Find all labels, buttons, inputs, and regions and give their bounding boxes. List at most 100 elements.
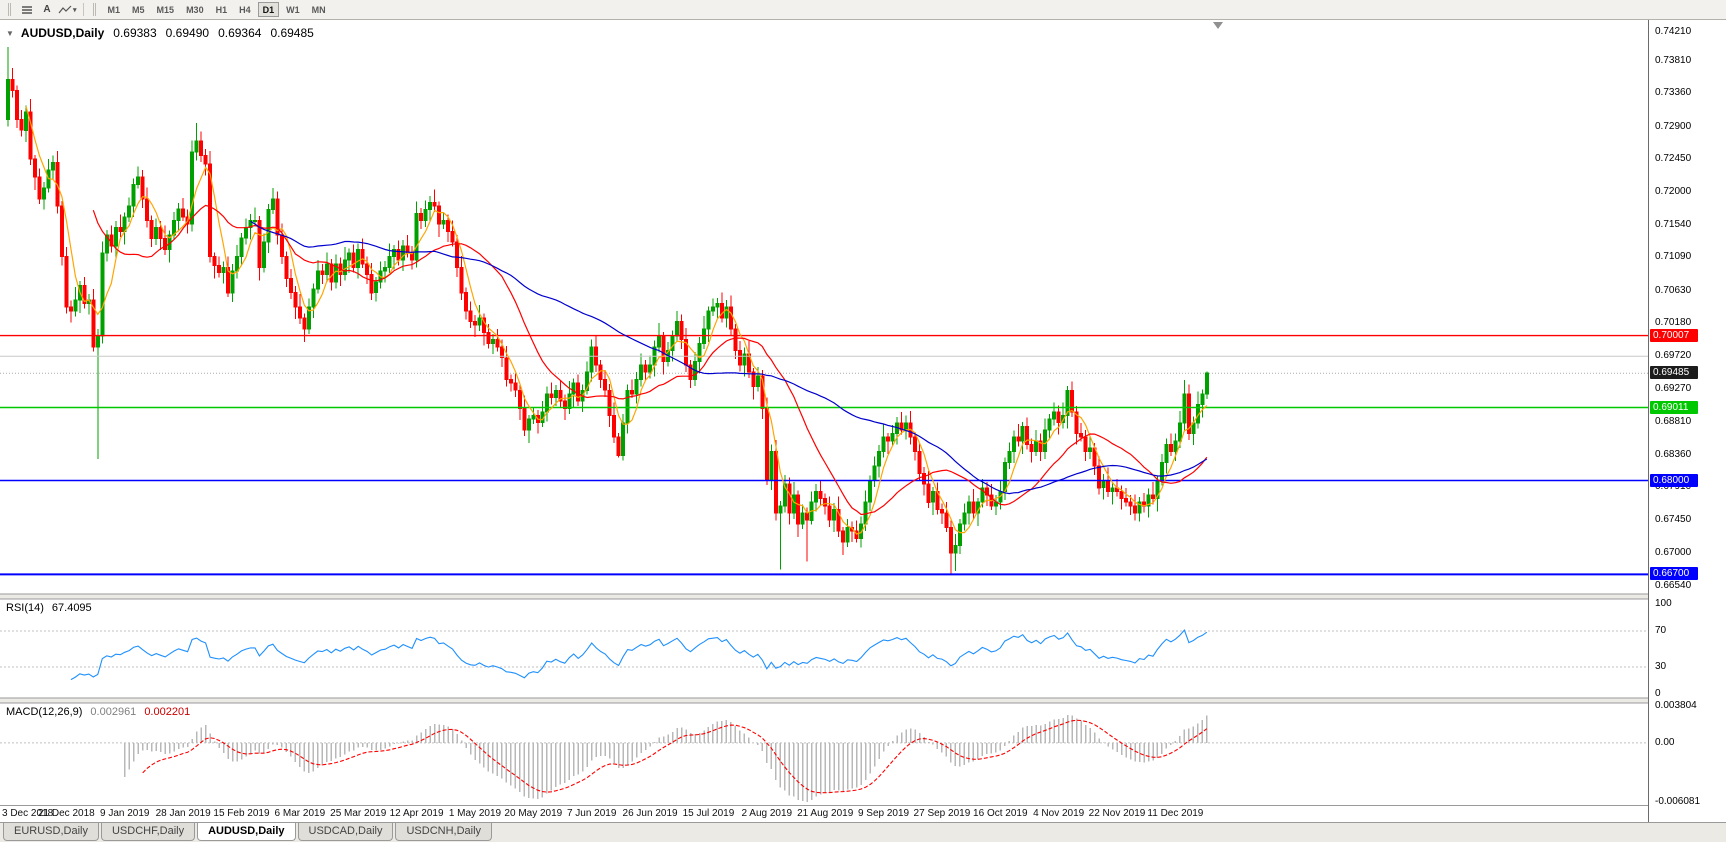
price-tick-label: 0.71090 (1655, 251, 1692, 263)
price-tick-label: 0.69270 (1655, 382, 1692, 394)
rsi-name: RSI(14) (6, 602, 44, 614)
date-tick-label: 27 Sep 2019 (913, 808, 971, 819)
chart-title: ▼ AUDUSD,Daily 0.69383 0.69490 0.69364 0… (6, 26, 314, 40)
date-tick-label: 15 Jul 2019 (682, 808, 735, 819)
text-tool-icon: A (43, 4, 51, 15)
panel-separators[interactable] (0, 593, 1648, 806)
timeframe-button-w1[interactable]: W1 (281, 2, 305, 17)
timeframe-button-h1[interactable]: H1 (211, 2, 233, 17)
macd-tick-label: -0.006081 (1655, 796, 1701, 807)
macd-histogram (123, 715, 1208, 802)
hline-price-badge[interactable]: 0.69011 (1650, 400, 1698, 414)
timeframe-button-m5[interactable]: M5 (127, 2, 150, 17)
rsi-tick-label: 30 (1655, 661, 1667, 672)
date-tick-label: 6 Mar 2019 (274, 808, 326, 819)
chart-shift-marker-icon[interactable] (1213, 22, 1223, 29)
price-tick-label: 0.67910 (1655, 481, 1692, 493)
chart-tab-eurusd[interactable]: EURUSD,Daily (3, 823, 99, 841)
candles-group (6, 47, 1209, 574)
chart-plot-area[interactable] (0, 20, 1648, 806)
toolbar-grip-2[interactable] (92, 3, 98, 16)
price-tick-label: 0.68360 (1655, 448, 1692, 460)
date-tick-label: 28 Jan 2019 (155, 808, 211, 819)
price-tick-label: 0.72900 (1655, 120, 1692, 132)
list-icon (22, 5, 32, 14)
date-tick-label: 20 May 2019 (504, 808, 563, 819)
date-tick-label: 15 Feb 2019 (213, 808, 270, 819)
price-tick-label: 0.72450 (1655, 153, 1692, 165)
date-tick-label: 4 Nov 2019 (1033, 808, 1085, 819)
macd-signal-value: 0.002201 (144, 706, 191, 718)
price-tick-label: 0.68810 (1655, 416, 1692, 428)
date-tick-label: 26 Jun 2019 (622, 808, 678, 819)
toolbar-grip[interactable] (8, 3, 13, 16)
objects-list-button[interactable] (17, 2, 37, 18)
date-tick-label: 1 May 2019 (448, 808, 502, 819)
timeframe-button-d1[interactable]: D1 (257, 2, 280, 17)
timeframe-button-m15[interactable]: M15 (152, 2, 180, 17)
price-tick-label: 0.70180 (1655, 317, 1692, 329)
price-axis[interactable]: 0.74210 0.73810 0.73360 0.72900 0.72450 0.720… (1648, 20, 1726, 822)
ohlc-low: 0.69364 (218, 26, 262, 40)
macd-tick-label: 0.003804 (1655, 700, 1697, 711)
timeframe-button-m1[interactable]: M1 (103, 2, 126, 17)
date-tick-label: 2 Aug 2019 (741, 808, 793, 819)
price-tick-label: 0.69720 (1655, 350, 1692, 362)
rsi-tick-label: 70 (1655, 625, 1667, 636)
price-tick-label: 0.71540 (1655, 218, 1692, 230)
chart-tab-usdcad[interactable]: USDCAD,Daily (297, 823, 394, 841)
hline-price-badge[interactable]: 0.70007 (1650, 328, 1698, 342)
price-tick-label: 0.67450 (1655, 514, 1692, 526)
horizontal-line-objects[interactable] (0, 334, 1648, 576)
chevron-down-icon: ▾ (73, 6, 77, 14)
chart-tab-usdchf[interactable]: USDCHF,Daily (100, 823, 196, 841)
date-tick-label: 25 Mar 2019 (330, 808, 387, 819)
timeframe-button-h4[interactable]: H4 (234, 2, 256, 17)
macd-main-value: 0.002961 (90, 706, 137, 718)
timeframe-button-mn[interactable]: MN (307, 2, 331, 17)
symbol-period-label: AUDUSD,Daily (20, 26, 105, 40)
rsi-line (70, 629, 1208, 681)
rsi-tick-label: 100 (1655, 598, 1672, 609)
ohlc-close: 0.69485 (270, 26, 314, 40)
date-tick-label: 21 Aug 2019 (797, 808, 854, 819)
price-tick-label: 0.73810 (1655, 54, 1692, 66)
chart-tab-usdcnh[interactable]: USDCNH,Daily (395, 823, 493, 841)
timeframe-toolbar: M1 M5 M15 M30 H1 H4 D1 W1 MN (102, 2, 332, 17)
ma-line-0 (25, 106, 1208, 535)
price-tick-label: 0.66540 (1655, 580, 1692, 591)
price-tick-label: 0.70630 (1655, 284, 1692, 296)
ma-line-1 (92, 204, 1208, 516)
macd-indicator-label: MACD(12,26,9) 0.002961 0.002201 (6, 706, 190, 718)
date-tick-label: 9 Jan 2019 (99, 808, 150, 819)
ma-line-2 (250, 220, 1208, 495)
price-tick-label: 0.67000 (1655, 546, 1692, 558)
date-tick-label: 12 Apr 2019 (389, 808, 444, 819)
toolbar-separator (82, 3, 84, 16)
insert-text-button[interactable]: A (37, 2, 57, 18)
date-tick-label: 22 Nov 2019 (1088, 808, 1146, 819)
rsi-value: 67.4095 (51, 602, 92, 614)
date-tick-label: 3 Dec 2018 (2, 808, 54, 819)
one-click-trading-toggle-icon[interactable]: ▼ (6, 28, 14, 38)
hline-price-badge[interactable]: 0.66700 (1650, 567, 1698, 581)
chart-window: ▼ AUDUSD,Daily 0.69383 0.69490 0.69364 0… (0, 20, 1648, 822)
timeframe-button-m30[interactable]: M30 (181, 2, 209, 17)
macd-signal-line (142, 719, 1208, 794)
ohlc-high: 0.69490 (165, 26, 210, 40)
current-price-badge: 0.69485 (1650, 366, 1698, 380)
chart-tab-audusd[interactable]: AUDUSD,Daily (197, 823, 296, 841)
price-tick-label: 0.74210 (1655, 26, 1692, 37)
date-axis[interactable]: 3 Dec 2018 21 Dec 2018 9 Jan 2019 28 Jan 20… (0, 806, 1648, 822)
price-tick-label: 0.72000 (1655, 185, 1692, 197)
price-tick-label: 0.73360 (1655, 87, 1692, 99)
top-toolbar: A ▾ M1 M5 M15 M30 H1 H4 D1 W1 MN (0, 0, 1726, 20)
hline-price-badge[interactable]: 0.68000 (1650, 473, 1698, 487)
line-studies-button[interactable]: ▾ (57, 2, 78, 18)
zigzag-icon (58, 5, 72, 13)
macd-name: MACD(12,26,9) (6, 706, 83, 718)
date-tick-label: 7 Jun 2019 (566, 808, 617, 819)
date-tick-label: 16 Oct 2019 (973, 808, 1028, 819)
date-tick-label: 21 Dec 2018 (38, 808, 95, 819)
chart-tab-bar: EURUSD,Daily USDCHF,Daily AUDUSD,Daily USDC… (0, 822, 1726, 842)
